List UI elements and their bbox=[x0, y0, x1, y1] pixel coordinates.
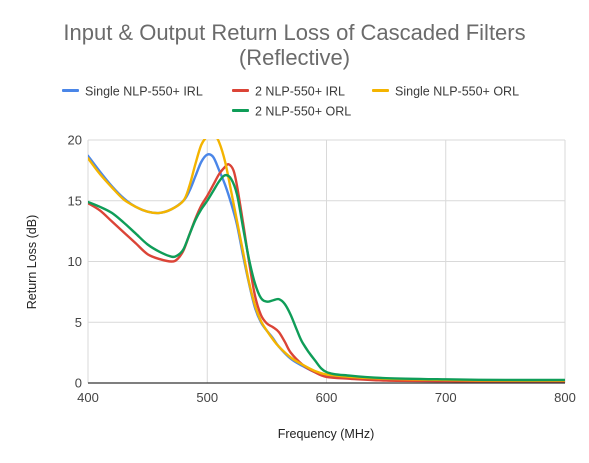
x-tick-label: 600 bbox=[316, 390, 338, 405]
legend-swatch-series-3 bbox=[232, 109, 249, 113]
x-tick-label: 500 bbox=[196, 390, 218, 405]
y-tick-label: 15 bbox=[68, 193, 82, 208]
chart-title: Input & Output Return Loss of Cascaded F… bbox=[0, 20, 589, 70]
y-tick-label: 0 bbox=[75, 376, 82, 391]
legend-item-series-0[interactable]: Single NLP-550+ IRL bbox=[62, 83, 203, 99]
x-tick-label: 700 bbox=[435, 390, 457, 405]
legend-swatch-series-0 bbox=[62, 89, 79, 93]
series-line-2-orl bbox=[88, 173, 565, 382]
x-tick-label: 400 bbox=[77, 390, 99, 405]
y-tick-label: 10 bbox=[68, 254, 82, 269]
grid-lines bbox=[87, 139, 566, 383]
y-axis-title: Return Loss (dB) bbox=[25, 215, 39, 309]
chart-legend: Single NLP-550+ IRL 2 NLP-550+ IRL Singl… bbox=[0, 83, 589, 123]
x-axis-title: Frequency (MHz) bbox=[278, 427, 375, 441]
legend-item-series-2[interactable]: Single NLP-550+ ORL bbox=[372, 83, 519, 99]
chart-subtitle-line: (Reflective) bbox=[238, 45, 351, 70]
legend-item-series-1[interactable]: 2 NLP-550+ IRL bbox=[232, 83, 345, 99]
x-tick-label: 800 bbox=[554, 390, 576, 405]
legend-label-series-1: 2 NLP-550+ IRL bbox=[255, 84, 345, 99]
legend-label-series-0: Single NLP-550+ IRL bbox=[85, 84, 203, 99]
y-tick-label: 5 bbox=[75, 315, 82, 330]
series-line-single-orl bbox=[88, 139, 565, 382]
y-tick-label: 20 bbox=[68, 133, 82, 148]
legend-item-series-3[interactable]: 2 NLP-550+ ORL bbox=[232, 103, 351, 119]
legend-swatch-series-1 bbox=[232, 89, 249, 93]
legend-swatch-series-2 bbox=[372, 89, 389, 93]
series-lines bbox=[88, 139, 565, 383]
axes: 0 5 10 15 20 400 500 600 700 800 bbox=[68, 133, 576, 406]
legend-label-series-2: Single NLP-550+ ORL bbox=[395, 84, 520, 99]
legend-label-series-3: 2 NLP-550+ ORL bbox=[255, 104, 352, 119]
chart-title-line: Input & Output Return Loss of Cascaded F… bbox=[63, 20, 526, 45]
